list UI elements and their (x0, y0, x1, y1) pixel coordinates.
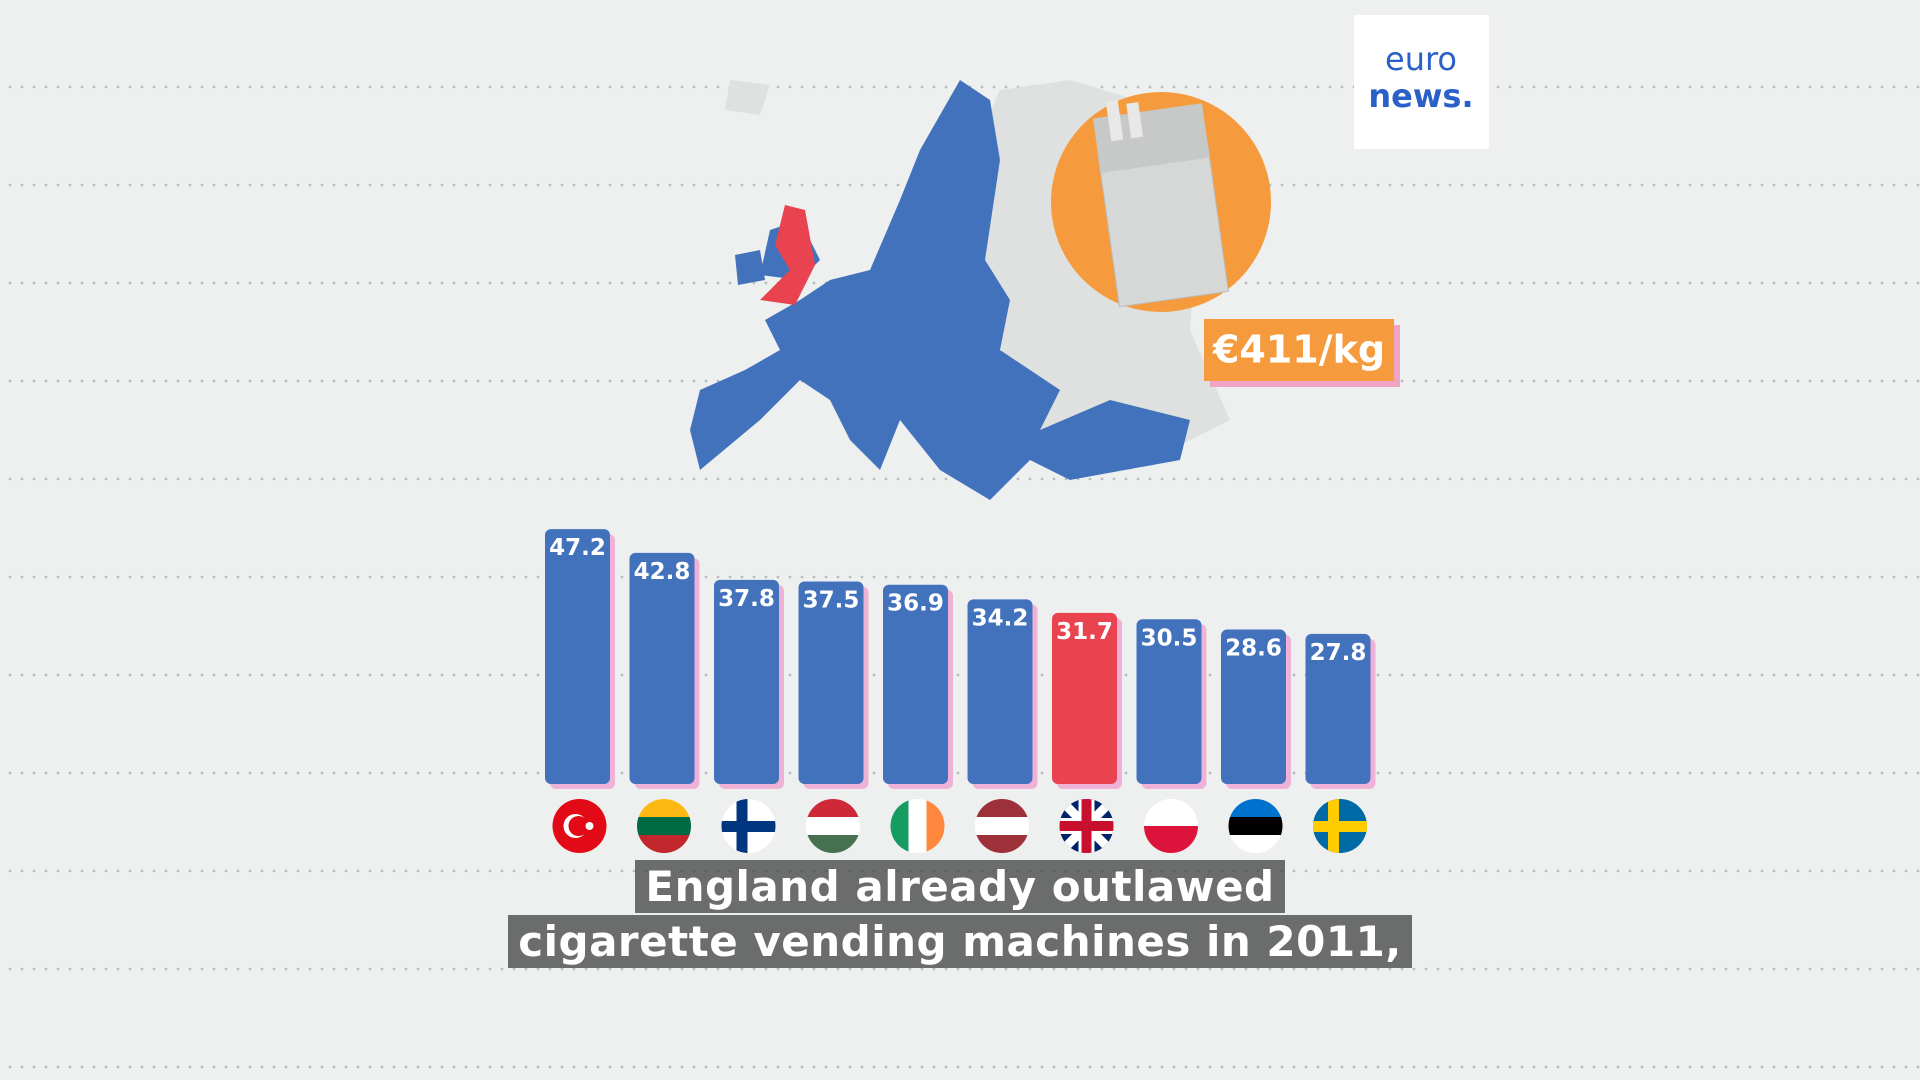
flag (552, 799, 607, 853)
flag (806, 799, 860, 853)
flag (1144, 799, 1198, 853)
caption-line: England already outlawed (0, 860, 1920, 913)
value-label: 31.7 (1056, 619, 1113, 645)
flag-stripe (637, 835, 691, 853)
caption-text: England already outlawed (635, 860, 1285, 913)
flag-cross (1059, 821, 1114, 831)
flag-cross (721, 821, 776, 832)
flag (890, 799, 945, 853)
bar (1221, 629, 1286, 784)
bar (1052, 612, 1117, 784)
flag-stripe (1144, 799, 1198, 827)
price-label: €411/kg (1212, 328, 1385, 372)
bar (967, 599, 1033, 784)
value-label: 37.5 (803, 588, 860, 614)
flag-stripe (908, 799, 928, 853)
price-label-box (1204, 319, 1394, 381)
caption-line: cigarette vending machines in 2011, (0, 915, 1920, 968)
bar (714, 579, 779, 784)
flag (1228, 799, 1283, 853)
flag (1313, 799, 1367, 853)
flag (721, 799, 776, 853)
flag-stripe (975, 799, 1029, 818)
value-label: 30.5 (1141, 625, 1198, 651)
flag-stripe (926, 799, 945, 853)
flag-cross (1313, 821, 1367, 832)
flag-stripe (1228, 799, 1283, 818)
bar (629, 552, 695, 784)
flag-stripe (890, 799, 910, 853)
logo-box (1354, 15, 1489, 149)
flag (975, 799, 1029, 853)
bar (1136, 619, 1202, 784)
flag-stripe (1228, 817, 1283, 836)
flag-stripe (1228, 835, 1283, 853)
flag-moon (568, 816, 589, 836)
bar (798, 581, 864, 784)
bar (545, 529, 610, 784)
value-label: 28.6 (1225, 636, 1282, 662)
flag-stripe (1144, 826, 1198, 853)
flag-stripe (806, 799, 860, 818)
flag-stripe (637, 799, 691, 818)
flag-stripe (806, 835, 860, 853)
value-label: 42.8 (634, 559, 691, 585)
bar (883, 584, 948, 784)
flag (637, 799, 691, 853)
cigarette-pack (1093, 99, 1229, 308)
logo-line2: news. (1368, 77, 1473, 115)
logo-line1: euro (1385, 40, 1457, 78)
value-label: 27.8 (1310, 640, 1367, 666)
flag-stripe (975, 835, 1029, 853)
value-label: 36.9 (887, 591, 944, 617)
value-label: 47.2 (549, 535, 606, 561)
value-label: 37.8 (718, 586, 775, 612)
flag-stripe (806, 817, 860, 836)
flag (1059, 799, 1114, 853)
value-label: 34.2 (972, 605, 1029, 631)
flag-star (585, 822, 594, 830)
bar (1305, 633, 1371, 784)
flag-stripe (975, 817, 1029, 836)
caption-text: cigarette vending machines in 2011, (508, 915, 1412, 968)
flag-stripe (637, 817, 691, 836)
